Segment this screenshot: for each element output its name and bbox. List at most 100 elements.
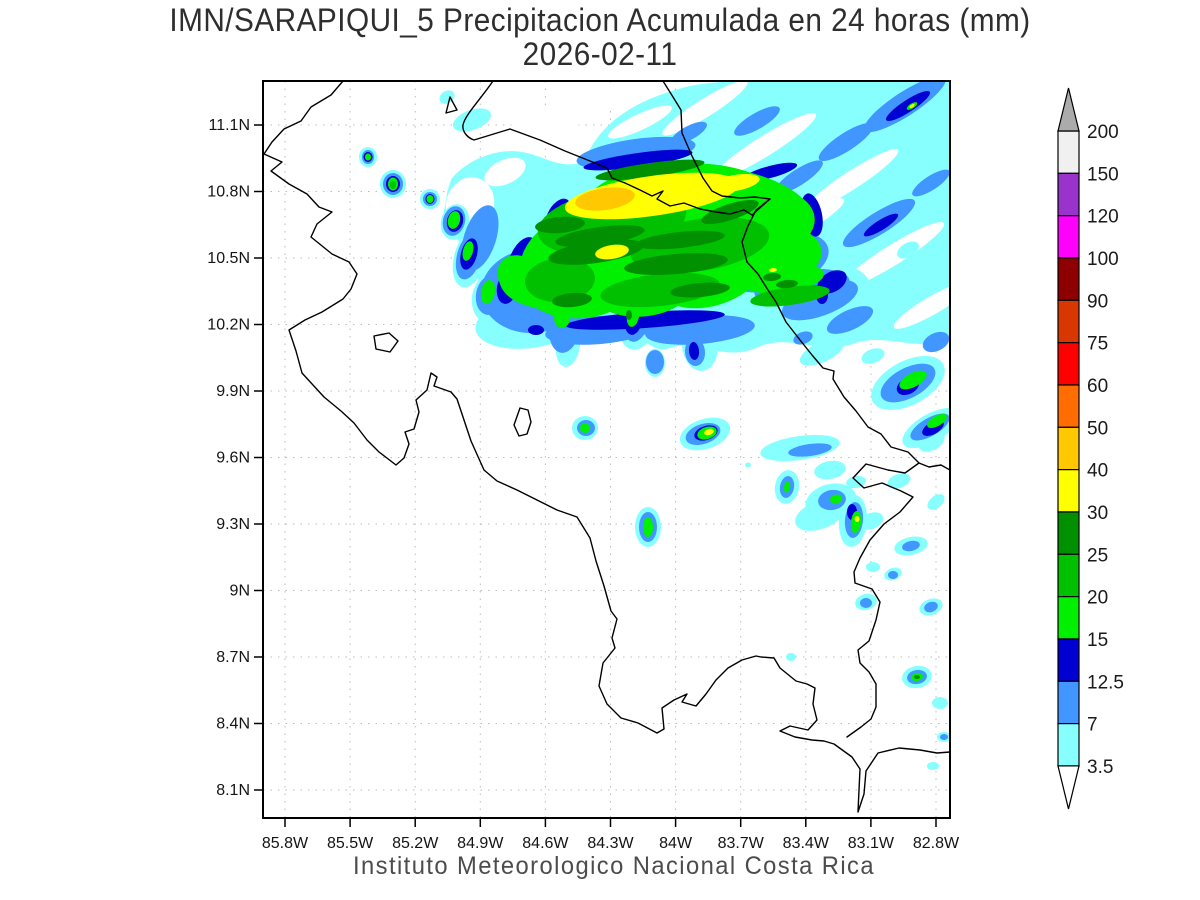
figure-title-block: IMN/SARAPIQUI_5 Precipitacion Acumulada … xyxy=(0,2,1200,72)
colorbar-segment xyxy=(1057,172,1080,217)
colorbar-segment xyxy=(1057,638,1080,682)
precip-cell xyxy=(893,281,950,329)
colorbar-label: 50 xyxy=(1087,418,1108,439)
coastline-path xyxy=(513,407,532,437)
precip-cell xyxy=(899,370,927,390)
x-tick-label: 83.4W xyxy=(783,835,830,852)
colorbar-label: 15 xyxy=(1087,630,1108,651)
x-tick-label: 84.9W xyxy=(457,835,504,852)
x-tick-label: 84W xyxy=(659,835,693,852)
precip-cell xyxy=(818,123,874,161)
figure-title: IMN/SARAPIQUI_5 Precipitacion Acumulada … xyxy=(169,2,1031,38)
precip-cell xyxy=(841,222,945,288)
y-tick-label: 8.7N xyxy=(216,649,250,666)
y-tick-label: 10.5N xyxy=(207,250,250,267)
colorbar-segment xyxy=(1057,257,1080,301)
precip-cell xyxy=(830,494,842,504)
coastline-path xyxy=(462,81,771,216)
precip-cell xyxy=(713,113,817,179)
precip-cell xyxy=(662,81,748,136)
colorbar-label: 3.5 xyxy=(1087,757,1113,778)
precip-cell xyxy=(554,308,570,328)
precip-cell xyxy=(565,310,725,330)
coastline-layer xyxy=(263,81,950,813)
x-tick-label: 83.7W xyxy=(718,835,765,852)
x-tick-label: 85.2W xyxy=(392,835,439,852)
precip-cell xyxy=(710,174,760,192)
y-tick-label: 10.8N xyxy=(207,184,250,201)
colorbar-segment xyxy=(1057,384,1080,428)
precip-cell xyxy=(924,601,938,613)
precip-cell xyxy=(704,428,714,436)
precip-cell xyxy=(932,697,948,709)
colorbar-label: 30 xyxy=(1087,503,1108,524)
precip-cell xyxy=(365,153,371,161)
y-tick-label: 8.4N xyxy=(216,716,250,733)
precip-cell xyxy=(701,200,759,224)
colorbar-segment xyxy=(1057,130,1080,174)
precip-cell xyxy=(914,675,920,679)
colorbar-arrow-top xyxy=(1057,87,1080,132)
colorbar-label: 150 xyxy=(1087,164,1119,185)
precip-cell xyxy=(745,462,751,468)
precip-cell xyxy=(863,213,899,237)
precip-cell xyxy=(799,338,845,366)
precip-cell xyxy=(888,571,898,579)
colorbar-segment xyxy=(1057,215,1080,259)
precip-cell xyxy=(783,481,791,493)
precip-cell xyxy=(917,275,943,295)
x-tick-label: 85.8W xyxy=(262,835,309,852)
precip-cell xyxy=(750,285,830,307)
y-tick-label: 11.1N xyxy=(208,117,250,134)
precip-cell xyxy=(940,734,948,740)
precip-cell xyxy=(595,159,705,181)
colorbar-label: 200 xyxy=(1087,122,1119,143)
coastline-path xyxy=(263,81,950,813)
figure-date: 2026-02-11 xyxy=(522,35,678,72)
map-frame xyxy=(262,80,951,819)
colorbar-label: 100 xyxy=(1087,249,1119,270)
axis-layer: 85.8W 85.5W 85.2W 84.9W 84.6W 84.3W 84W 83.7W 83… xyxy=(207,117,960,852)
precip-cell xyxy=(866,562,880,572)
precip-cell xyxy=(786,653,796,661)
precip-cell xyxy=(860,598,872,608)
precip-cell xyxy=(909,103,915,109)
colorbar-label: 90 xyxy=(1087,291,1108,312)
precip-cell xyxy=(887,473,911,489)
colorbar-segment xyxy=(1057,342,1080,386)
precip-cell xyxy=(850,511,862,533)
precip-cell xyxy=(426,195,434,203)
precip-cell xyxy=(897,241,919,259)
precip-cell xyxy=(814,460,846,480)
colorbar-legend: 200 150 120 100 90 75 60 50 40 30 25 20 15 12.5 7 3.5 xyxy=(1057,87,1124,810)
colorbar-arrow-bottom xyxy=(1057,765,1080,810)
y-tick-label: 9N xyxy=(230,583,250,600)
precip-cell xyxy=(608,105,672,139)
precip-cell xyxy=(462,241,474,261)
precip-cell xyxy=(552,292,592,308)
x-tick-label: 84.3W xyxy=(587,835,634,852)
precip-cell xyxy=(575,187,635,211)
colorbar-segment xyxy=(1057,469,1080,513)
precip-cell xyxy=(688,342,700,360)
precip-cell xyxy=(583,149,693,171)
precipitation-layer xyxy=(359,81,950,770)
precip-cell xyxy=(624,253,728,275)
x-tick-label: 84.6W xyxy=(522,835,569,852)
precip-cell xyxy=(845,245,875,265)
coastline-path xyxy=(662,81,950,471)
precip-cell xyxy=(776,279,798,289)
y-tick-label: 8.1N xyxy=(216,782,250,799)
colorbar-label: 20 xyxy=(1087,588,1108,609)
precip-cell xyxy=(646,350,664,374)
colorbar-segment xyxy=(1057,511,1080,555)
precip-cell xyxy=(510,106,580,144)
precip-cell xyxy=(927,762,939,770)
precip-cell xyxy=(788,443,832,457)
x-tick-label: 82.8W xyxy=(913,835,960,852)
precip-cell xyxy=(861,348,885,364)
precip-cell xyxy=(670,282,730,298)
figure-footer-block: Instituto Meteorologico Nacional Costa R… xyxy=(0,852,1200,881)
precip-cell xyxy=(528,325,544,335)
